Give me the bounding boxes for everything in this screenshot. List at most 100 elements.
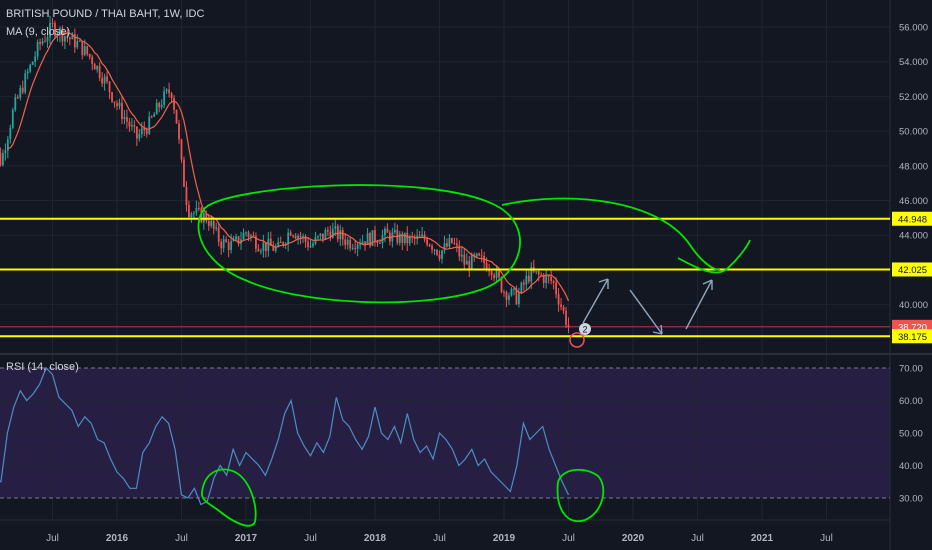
candle-body — [101, 77, 104, 84]
price-tag — [892, 211, 932, 226]
candle-body — [24, 73, 27, 93]
candle-body — [525, 275, 528, 285]
candle-body — [73, 34, 76, 48]
horizontal-levels[interactable] — [0, 217, 890, 338]
candle-body — [426, 239, 428, 245]
candle-body — [381, 235, 384, 243]
candle-body — [44, 41, 46, 43]
candle-body — [188, 204, 190, 218]
x-tick-label: Jul — [304, 533, 317, 544]
candle-body — [6, 139, 9, 151]
candle-body — [21, 87, 24, 93]
time-axis[interactable]: Jul 2016 Jul 2017 Jul 2018 Jul 2019 Jul 2020 Jul 20… — [46, 533, 833, 544]
x-tick-label: 2017 — [235, 533, 258, 544]
candle-body — [247, 232, 250, 238]
candle-body — [155, 102, 158, 115]
candle-body — [113, 101, 116, 104]
candle-body — [364, 241, 366, 246]
candle-body — [98, 65, 101, 78]
x-tick-label: Jul — [820, 533, 833, 544]
candle-body — [500, 277, 503, 292]
candle-body — [478, 253, 481, 256]
consolidation-ellipse — [197, 184, 521, 304]
candle-body — [517, 292, 520, 305]
projection-arrows[interactable] — [582, 278, 713, 335]
candle-body — [168, 89, 170, 94]
candle-body — [361, 241, 364, 245]
candle-body — [272, 245, 275, 251]
candle-body — [259, 250, 262, 252]
candle-body — [269, 238, 272, 246]
candle-body — [49, 23, 51, 38]
y-tick-label: 46.000 — [899, 196, 928, 207]
candle-body — [488, 270, 491, 272]
candle-body — [433, 249, 436, 251]
candle-body — [470, 254, 473, 270]
candle-body — [217, 227, 220, 242]
ma-legend[interactable]: MA (9, close) — [6, 26, 71, 38]
candle-body — [421, 234, 424, 237]
rsi-circle-right — [556, 468, 605, 523]
candle-body — [235, 236, 237, 240]
candle-body — [170, 93, 173, 99]
candle-body — [165, 89, 168, 92]
candle-body — [61, 28, 64, 42]
candle-body — [277, 242, 280, 247]
rsi-axis[interactable]: 70.00 60.00 50.00 40.00 30.00 — [899, 364, 923, 505]
price-tag-label: 44.948 — [898, 214, 927, 225]
y-tick-label: 44.000 — [899, 231, 928, 242]
y-tick-label: 56.000 — [899, 23, 928, 34]
event-badge[interactable] — [579, 323, 591, 335]
y-tick-label: 48.000 — [899, 161, 928, 172]
candle-body — [555, 282, 557, 295]
candle-body — [190, 213, 193, 218]
candle-body — [374, 230, 376, 242]
candle-body — [210, 220, 213, 226]
candle-body — [197, 207, 200, 209]
candle-body — [255, 236, 257, 249]
candle-body — [371, 230, 374, 246]
candle-body — [547, 275, 550, 277]
candle-body — [279, 242, 282, 244]
candle-body — [530, 267, 533, 282]
candle-body — [393, 229, 396, 233]
candle-body — [130, 125, 133, 127]
chart-title[interactable]: BRITISH POUND / THAI BAHT, 1W, IDC — [6, 8, 205, 20]
candle-body — [93, 64, 96, 70]
candle-body — [302, 236, 304, 238]
candle-body — [78, 40, 81, 42]
candle-body — [153, 114, 156, 117]
candle-body — [453, 242, 456, 244]
candle-body — [88, 54, 91, 57]
candle-body — [36, 42, 39, 57]
price-tag-label: 38.175 — [898, 332, 927, 343]
candle-body — [106, 76, 108, 82]
candle-body — [19, 87, 22, 98]
candle-body — [160, 104, 163, 108]
candle-body — [148, 116, 151, 134]
candle-body — [195, 207, 198, 213]
candle-body — [39, 42, 41, 44]
rsi-legend[interactable]: RSI (14, close) — [6, 361, 79, 373]
arrow-up-1 — [582, 278, 609, 324]
candle-body — [150, 116, 153, 118]
annotations[interactable] — [197, 184, 751, 527]
candle-body — [133, 125, 136, 127]
candle-body — [212, 220, 215, 229]
candle-body — [140, 128, 143, 134]
candle-body — [334, 226, 337, 229]
candle-body — [123, 117, 126, 120]
candle-body — [299, 235, 302, 238]
candle-body — [458, 245, 461, 257]
candle-body — [537, 271, 540, 275]
candle-body — [81, 40, 84, 56]
candle-body — [83, 46, 86, 56]
x-tick-label: 2018 — [364, 533, 387, 544]
candle-body — [262, 242, 265, 251]
candle-body — [503, 291, 505, 293]
candle-body — [230, 241, 233, 251]
candle-body — [436, 249, 438, 255]
candle-body — [54, 23, 56, 37]
